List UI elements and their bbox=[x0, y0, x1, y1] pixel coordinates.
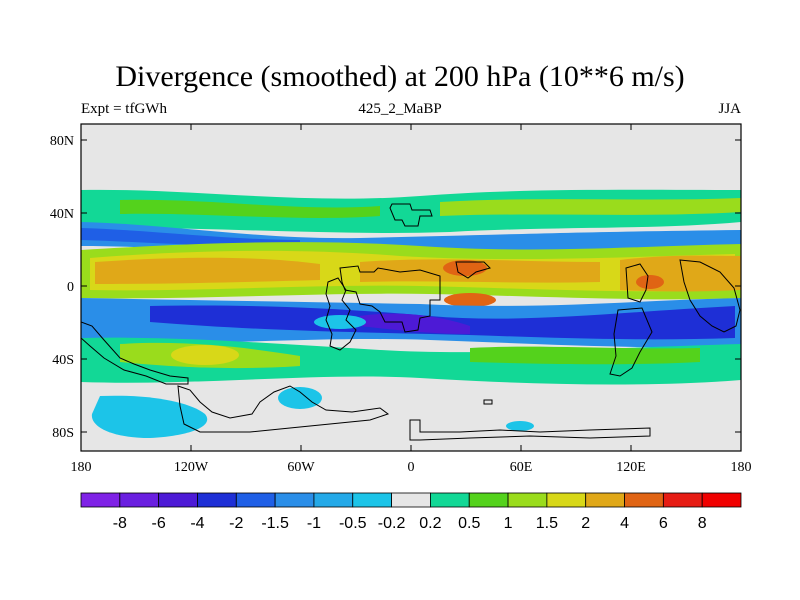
colorbar-label: -1.5 bbox=[261, 515, 289, 532]
lon-label: 180 bbox=[731, 460, 752, 475]
south-divergence-max bbox=[171, 345, 239, 365]
colorbar-swatch bbox=[197, 492, 237, 508]
colorbar-label: -0.2 bbox=[378, 515, 406, 532]
colorbar-swatch bbox=[158, 492, 198, 508]
convergence-southern-atlantic bbox=[278, 387, 322, 409]
colorbar-label: -6 bbox=[152, 515, 166, 532]
lon-label: 60E bbox=[510, 460, 533, 475]
colorbar-label: 8 bbox=[698, 515, 707, 532]
colorbar-swatch bbox=[585, 492, 625, 508]
colorbar-swatch bbox=[701, 492, 742, 508]
colorbar-label: -8 bbox=[113, 515, 127, 532]
coastline-island bbox=[483, 399, 493, 405]
coastline-south-pacific-islands bbox=[81, 321, 189, 385]
colorbar-swatch bbox=[235, 492, 276, 508]
south-divergence-east bbox=[470, 346, 700, 365]
colorbar-swatch bbox=[507, 492, 548, 508]
case-label: 425_2_MaBP bbox=[358, 101, 442, 117]
colorbar-label: 0.5 bbox=[458, 515, 480, 532]
lon-label: 120W bbox=[174, 460, 209, 475]
coastline-antarctica-east bbox=[409, 419, 651, 441]
lat-label: 0 bbox=[67, 280, 74, 295]
map-title: Divergence (smoothed) at 200 hPa (10**6 … bbox=[115, 60, 685, 93]
longitude-axis: 180 120W 60W 0 60E 120E 180 bbox=[71, 124, 752, 475]
colorbar-label: 6 bbox=[659, 515, 668, 532]
lon-label: 120E bbox=[616, 460, 646, 475]
colorbar-label: -1 bbox=[307, 515, 321, 532]
colorbar-swatch bbox=[391, 492, 431, 508]
colorbar-swatch bbox=[662, 492, 703, 508]
latitude-axis: 80N 40N 0 40S 80S bbox=[50, 134, 741, 441]
colorbar-swatch bbox=[80, 492, 121, 508]
coastline-australia bbox=[679, 259, 741, 333]
lon-label: 0 bbox=[408, 460, 415, 475]
coastline-europe bbox=[389, 203, 433, 227]
colorbar-swatch bbox=[546, 492, 587, 508]
lon-label: 180 bbox=[71, 460, 92, 475]
coastline-southeast-asia bbox=[625, 263, 649, 303]
field-layer bbox=[81, 124, 741, 451]
colorbar-swatch bbox=[352, 492, 392, 508]
colorbar-swatch bbox=[468, 492, 509, 508]
colorbar: -8 -6 -4 -2 -1.5 -1 -0.5 -0.2 0.2 0.5 1 1.5 2 4 6 8 bbox=[80, 492, 742, 532]
convergence-min-atlantic bbox=[360, 313, 470, 334]
lat-label: 40S bbox=[52, 353, 74, 368]
experiment-label: Expt = tfGWh bbox=[81, 101, 167, 117]
colorbar-swatch bbox=[313, 492, 354, 508]
north-weak-band-east bbox=[440, 198, 741, 216]
colorbar-swatch bbox=[624, 492, 664, 508]
north-weak-band bbox=[120, 199, 380, 218]
coastline-south-america bbox=[325, 277, 357, 351]
lon-label: 60W bbox=[287, 460, 315, 475]
colorbar-swatch bbox=[430, 492, 470, 508]
convergence-southern-indian bbox=[506, 421, 534, 431]
north-convergence-core bbox=[81, 228, 300, 247]
colorbar-label: -4 bbox=[190, 515, 204, 532]
colorbar-label: 1 bbox=[504, 515, 513, 532]
convergence-gap-east-pacific bbox=[314, 315, 366, 329]
divergence-max-south-africa bbox=[444, 293, 496, 307]
colorbar-label: 1.5 bbox=[536, 515, 558, 532]
lat-label: 80S bbox=[52, 426, 74, 441]
coastline-indian-landmass bbox=[609, 307, 653, 377]
convergence-southern-pacific bbox=[91, 395, 208, 438]
coastline-arabia bbox=[455, 261, 491, 279]
colorbar-label: 4 bbox=[620, 515, 629, 532]
colorbar-swatch bbox=[119, 492, 160, 508]
colorbar-label: -2 bbox=[229, 515, 243, 532]
lat-label: 40N bbox=[50, 207, 74, 222]
colorbar-label: 2 bbox=[581, 515, 590, 532]
coastlines bbox=[81, 203, 741, 441]
coastline-antarctica-west bbox=[177, 385, 390, 433]
coastline-africa bbox=[339, 265, 441, 333]
tropical-orange-west bbox=[95, 257, 320, 284]
colorbar-swatch bbox=[274, 492, 315, 508]
lat-label: 80N bbox=[50, 134, 74, 149]
divergence-max-asia bbox=[636, 275, 664, 289]
colorbar-label: 0.2 bbox=[419, 515, 441, 532]
season-label: JJA bbox=[718, 101, 741, 117]
colorbar-label: -0.5 bbox=[339, 515, 367, 532]
